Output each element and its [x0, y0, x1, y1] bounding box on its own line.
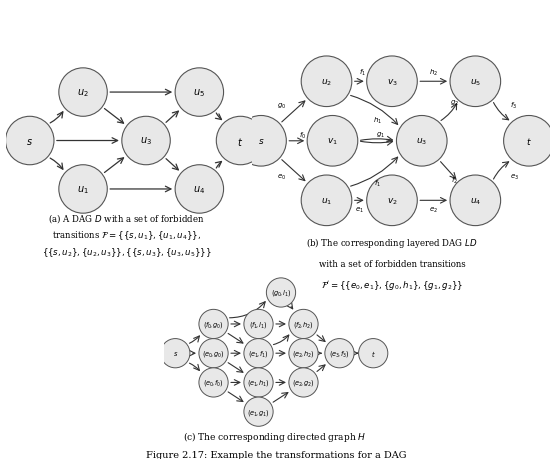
Text: $g_1$: $g_1$ [375, 131, 385, 140]
Text: $u_4$: $u_4$ [469, 196, 481, 206]
Text: $\{\{s,u_2\},\{u_2,u_3\}\},\{\{s,u_3\},\{u_3,u_5\}\}\}$: $\{\{s,u_2\},\{u_2,u_3\}\},\{\{s,u_3\},\… [42, 246, 211, 259]
Circle shape [216, 117, 265, 165]
Text: $(e_3\!,\!f_3)$: $(e_3\!,\!f_3)$ [329, 348, 349, 358]
Text: $e_2$: $e_2$ [429, 205, 438, 214]
Circle shape [244, 310, 273, 339]
Circle shape [59, 165, 107, 214]
Circle shape [122, 117, 170, 165]
Circle shape [358, 339, 388, 368]
Text: (b) The corresponding layered DAG $LD$: (b) The corresponding layered DAG $LD$ [306, 235, 478, 249]
Text: $(f_0\!,\!g_0)$: $(f_0\!,\!g_0)$ [203, 319, 224, 329]
Text: $(e_2\!,\!g_2)$: $(e_2\!,\!g_2)$ [293, 378, 315, 387]
Text: $g_2$: $g_2$ [450, 98, 459, 107]
Circle shape [367, 176, 418, 226]
Circle shape [267, 278, 296, 308]
Text: $(e_0\!,\!f_0)$: $(e_0\!,\!f_0)$ [204, 378, 224, 387]
Circle shape [199, 339, 228, 368]
Circle shape [244, 339, 273, 368]
Text: $f_1$: $f_1$ [374, 178, 380, 188]
Text: $u_2$: $u_2$ [77, 87, 89, 99]
Text: $t$: $t$ [371, 348, 375, 358]
Circle shape [301, 176, 352, 226]
Text: (a) A DAG $D$ with a set of forbidden: (a) A DAG $D$ with a set of forbidden [49, 212, 205, 224]
Text: $f_2$: $f_2$ [451, 175, 458, 185]
Text: $u_1$: $u_1$ [321, 196, 332, 206]
Text: $v_1$: $v_1$ [327, 136, 338, 147]
Circle shape [397, 116, 447, 167]
Text: with a set of forbidden transitions: with a set of forbidden transitions [319, 259, 466, 268]
Text: $f_1$: $f_1$ [359, 68, 366, 78]
Text: $u_4$: $u_4$ [193, 184, 205, 196]
Text: $u_5$: $u_5$ [469, 77, 481, 87]
Circle shape [236, 116, 286, 167]
Circle shape [307, 116, 358, 167]
Text: Figure 2.17: Example the transformations for a DAG: Figure 2.17: Example the transformations… [146, 450, 407, 459]
Text: $(e_1\!,\!h_1)$: $(e_1\!,\!h_1)$ [247, 378, 270, 387]
Text: (c) The corresponding directed graph $H$: (c) The corresponding directed graph $H$ [182, 429, 366, 442]
Text: $e_3$: $e_3$ [509, 173, 519, 182]
Circle shape [325, 339, 354, 368]
Text: $u_3$: $u_3$ [140, 135, 152, 147]
Circle shape [175, 165, 223, 214]
Text: $s$: $s$ [27, 136, 33, 146]
Text: $f_0$: $f_0$ [299, 130, 306, 140]
Circle shape [289, 339, 318, 368]
Text: $(e_1\!,\!g_1)$: $(e_1\!,\!g_1)$ [247, 407, 270, 417]
Text: $(e_0\!,\!g_0)$: $(e_0\!,\!g_0)$ [202, 348, 225, 358]
Text: $f_3$: $f_3$ [510, 101, 518, 111]
Text: $s$: $s$ [258, 137, 264, 146]
Text: $t$: $t$ [237, 135, 243, 147]
Text: $u_5$: $u_5$ [194, 87, 205, 99]
Text: $g_0$: $g_0$ [277, 101, 286, 111]
Text: $(g_0\!,\!l_1)$: $(g_0\!,\!l_1)$ [271, 288, 291, 298]
Text: $h_2$: $h_2$ [429, 68, 438, 78]
Text: $t$: $t$ [526, 136, 532, 147]
Text: $u_1$: $u_1$ [77, 184, 89, 196]
Circle shape [289, 310, 318, 339]
Circle shape [244, 397, 273, 426]
Text: $v_2$: $v_2$ [387, 196, 398, 206]
Circle shape [450, 176, 500, 226]
Text: $u_2$: $u_2$ [321, 77, 332, 87]
Text: $u_3$: $u_3$ [416, 136, 427, 147]
Circle shape [504, 116, 553, 167]
Text: $(e_1\!,\!f_1)$: $(e_1\!,\!f_1)$ [248, 348, 269, 358]
Circle shape [301, 57, 352, 107]
Circle shape [59, 69, 107, 117]
Circle shape [367, 57, 418, 107]
Circle shape [161, 339, 190, 368]
Circle shape [175, 69, 223, 117]
Text: $\mathcal{F}' = \{\{e_0,e_1\},\{g_0,h_1\},\{g_1,g_2\}\}$: $\mathcal{F}' = \{\{e_0,e_1\},\{g_0,h_1\… [321, 278, 463, 291]
Circle shape [199, 310, 228, 339]
Text: $h_1$: $h_1$ [373, 116, 382, 126]
Circle shape [199, 368, 228, 397]
Circle shape [244, 368, 273, 397]
Text: $(e_2\!,\!h_2)$: $(e_2\!,\!h_2)$ [293, 348, 315, 358]
Text: $s$: $s$ [173, 349, 178, 358]
Text: $e_1$: $e_1$ [355, 205, 364, 214]
Circle shape [289, 368, 318, 397]
Text: transitions $\mathcal{F} = \{\{s,u_1\},\{u_1,u_4\}\},$: transitions $\mathcal{F} = \{\{s,u_1\},\… [52, 229, 201, 242]
Text: $(f_1\!,\!l_1)$: $(f_1\!,\!l_1)$ [249, 319, 268, 329]
Text: $e_0$: $e_0$ [277, 173, 286, 182]
Circle shape [450, 57, 500, 107]
Text: $(f_2\!,\!h_2)$: $(f_2\!,\!h_2)$ [293, 319, 314, 329]
Circle shape [6, 117, 54, 165]
Text: $v_3$: $v_3$ [387, 77, 398, 87]
